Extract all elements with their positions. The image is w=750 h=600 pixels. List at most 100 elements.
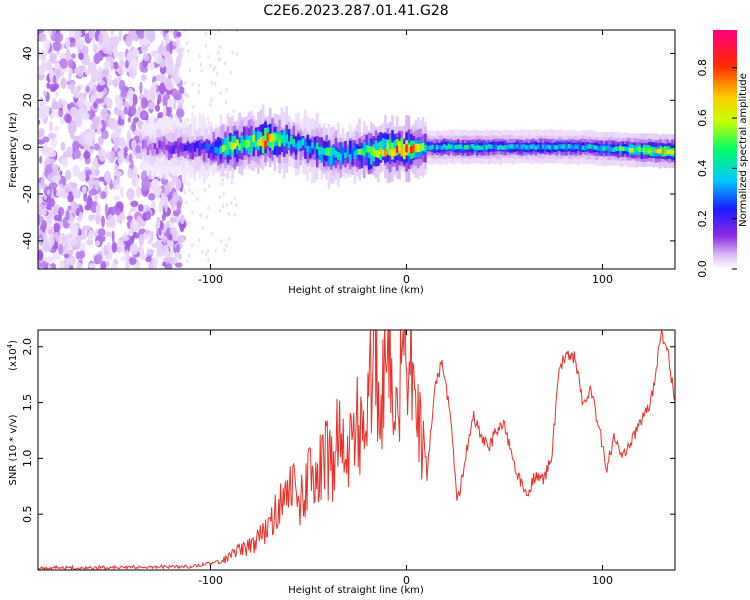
noise-speckle	[123, 147, 127, 159]
noise-speckle	[89, 166, 96, 179]
ridge-cell	[261, 139, 265, 146]
noise-speckle	[63, 107, 69, 113]
ridge-cell	[325, 147, 328, 156]
noise-speckle	[223, 248, 226, 253]
noise-speckle	[38, 119, 41, 125]
noise-speckle	[75, 250, 81, 260]
noise-speckle	[88, 30, 94, 40]
noise-speckle	[158, 228, 162, 236]
spectrogram-panel: -100 0 100 -40 -20 0 20 40 Height of straight l…	[8, 29, 676, 296]
ridge-cell	[504, 145, 507, 150]
ridge-cell	[200, 143, 204, 150]
noise-speckle	[127, 167, 134, 179]
ridge-cell	[341, 147, 345, 157]
noise-speckle	[204, 43, 208, 48]
ridge-cell	[318, 147, 321, 155]
noise-speckle	[159, 82, 166, 95]
noise-speckle	[233, 212, 236, 217]
ridge-cell	[532, 144, 535, 149]
noise-speckle	[183, 87, 187, 92]
noise-speckle	[47, 30, 52, 35]
ridge-cell	[301, 138, 305, 146]
ridge-cell	[447, 144, 451, 149]
ridge-cell	[635, 147, 639, 152]
ridge-cell	[569, 144, 573, 149]
noise-speckle	[219, 208, 222, 213]
noise-speckle	[60, 116, 65, 125]
ridge-cell	[435, 145, 439, 150]
snr-ticks: -100 0 100 0.5 1.0 1.5 2.0	[21, 330, 675, 587]
noise-speckle	[164, 263, 173, 269]
ridge-cell	[351, 148, 354, 165]
noise-speckle	[96, 83, 104, 93]
noise-speckle	[116, 214, 122, 224]
noise-speckle	[120, 235, 130, 242]
noise-speckle	[131, 139, 137, 151]
noise-speckle	[214, 81, 217, 86]
noise-speckle	[177, 237, 183, 243]
ridge-cell	[151, 148, 154, 154]
noise-speckle	[43, 256, 53, 263]
ridge-cell	[398, 142, 401, 151]
snr-frame	[37, 329, 676, 571]
noise-speckle	[199, 213, 202, 218]
ridge-cell	[593, 145, 597, 150]
noise-speckle	[138, 131, 143, 142]
noise-speckle	[127, 90, 134, 101]
noise-speckle	[98, 32, 104, 45]
noise-speckle	[42, 136, 50, 143]
noise-speckle	[38, 261, 41, 269]
ridge-cell	[196, 141, 199, 148]
ridge-cell	[278, 139, 281, 147]
ridge-cell	[353, 150, 357, 160]
colorbar-tick-label: 0.2	[696, 210, 709, 228]
ridge-cell	[508, 144, 512, 149]
noise-speckle	[95, 240, 101, 247]
noise-speckle	[187, 253, 191, 258]
noise-speckle	[187, 182, 190, 187]
snr-y-multiplier: (x104)	[6, 340, 19, 371]
noise-speckle	[58, 98, 63, 109]
ridge-cell	[160, 141, 164, 151]
noise-speckle	[67, 191, 74, 203]
noise-speckle	[147, 249, 155, 255]
noise-speckle	[186, 118, 190, 123]
noise-speckle	[175, 74, 181, 83]
noise-speckle	[117, 150, 126, 158]
ridge-cell	[522, 144, 526, 149]
ridge-cell	[184, 144, 187, 151]
ridge-cell	[442, 144, 446, 149]
ridge-cell	[673, 149, 675, 154]
noise-speckle	[174, 262, 183, 268]
ridge-cell	[541, 144, 545, 149]
noise-speckle	[196, 197, 199, 202]
noise-speckle	[60, 189, 69, 199]
snr-x-label: Height of straight line (km)	[288, 585, 424, 596]
snr-multiplier-close: )	[8, 340, 19, 344]
noise-speckle	[225, 243, 228, 248]
spectrogram-x-tick-label: 0	[403, 273, 410, 286]
ridge-cell	[661, 149, 665, 155]
noise-speckle	[123, 106, 128, 115]
noise-speckle	[66, 146, 73, 158]
ridge-cell	[494, 144, 498, 150]
ridge-cell	[499, 144, 502, 150]
ridge-cell	[457, 144, 460, 149]
ridge-cell	[379, 148, 382, 155]
noise-speckle	[159, 74, 167, 83]
ridge-cell	[165, 144, 168, 151]
noise-speckle	[78, 242, 87, 253]
ridge-cell	[414, 143, 418, 153]
ridge-cell	[290, 135, 293, 145]
noise-speckle	[139, 81, 143, 95]
ridge-cell	[652, 147, 655, 153]
noise-speckle	[85, 239, 94, 246]
ridge-cell	[631, 148, 634, 153]
noise-speckle	[109, 61, 114, 71]
ridge-cell	[438, 145, 441, 150]
noise-speckle	[40, 128, 45, 137]
ridge-cell	[609, 147, 613, 152]
ridge-cell	[426, 145, 430, 151]
noise-speckle	[128, 257, 137, 265]
ridge-cell	[391, 149, 394, 157]
